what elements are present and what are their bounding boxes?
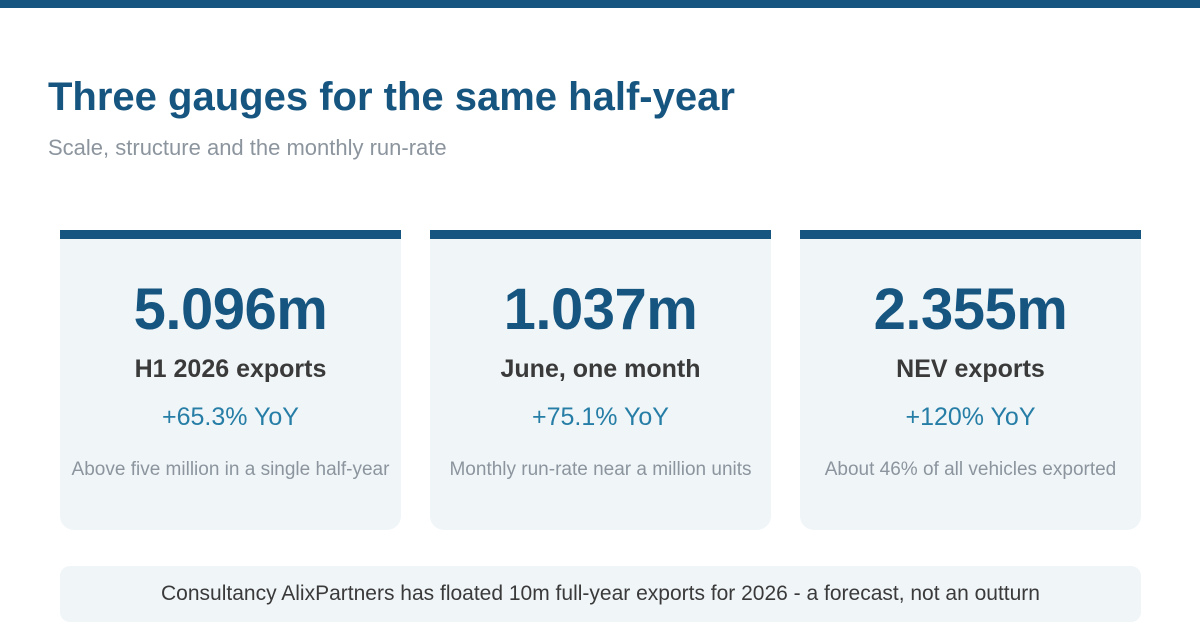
card-value: 5.096m [133, 277, 328, 342]
card-accent-bar [800, 230, 1141, 239]
stat-card-june-month: 1.037m June, one month +75.1% YoY Monthl… [430, 230, 771, 530]
forecast-footnote: Consultancy AlixPartners has floated 10m… [60, 566, 1141, 622]
card-note: Monthly run-rate near a million units [449, 459, 752, 480]
stat-card-nev-exports: 2.355m NEV exports +120% YoY About 46% o… [800, 230, 1141, 530]
card-yoy-change: +65.3% YoY [162, 403, 299, 431]
card-accent-bar [60, 230, 401, 239]
card-note: Above five million in a single half-year [71, 459, 390, 480]
stat-card-h1-exports: 5.096m H1 2026 exports +65.3% YoY Above … [60, 230, 401, 530]
card-label: NEV exports [896, 355, 1045, 383]
page-subtitle: Scale, structure and the monthly run-rat… [48, 135, 447, 160]
card-yoy-change: +75.1% YoY [532, 403, 669, 431]
card-accent-bar [430, 230, 771, 239]
page-title: Three gauges for the same half-year [48, 75, 735, 119]
card-label: H1 2026 exports [134, 355, 327, 383]
card-label: June, one month [500, 355, 701, 383]
top-accent-bar [0, 0, 1200, 8]
card-value: 2.355m [873, 277, 1068, 342]
card-note: About 46% of all vehicles exported [824, 459, 1117, 480]
card-yoy-change: +120% YoY [905, 403, 1036, 431]
card-value: 1.037m [503, 277, 698, 342]
